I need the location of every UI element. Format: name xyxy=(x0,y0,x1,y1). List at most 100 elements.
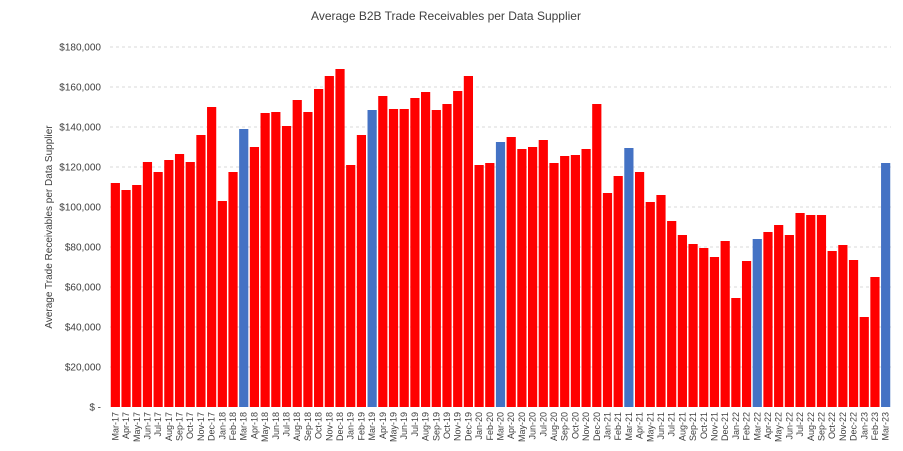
bar-may-21 xyxy=(645,202,655,407)
x-axis-ticks: Mar-17 Apr-17 May-17 Jun-17 Jul-17 Aug-17 Sep-… xyxy=(110,412,890,442)
bar-dec-18 xyxy=(335,69,345,407)
x-tick-label: Jan-23 xyxy=(859,412,869,440)
x-tick-label: Jul-19 xyxy=(410,412,420,437)
bar-apr-22 xyxy=(763,232,773,407)
bar-oct-20 xyxy=(570,155,580,407)
bar-oct-17 xyxy=(185,162,195,407)
x-tick-label: Mar-19 xyxy=(367,412,377,441)
y-tick-label: $40,000 xyxy=(65,323,102,334)
x-tick-label: Mar-21 xyxy=(624,412,634,441)
x-tick-label: Apr-21 xyxy=(635,412,645,439)
bar-apr-18 xyxy=(249,147,260,407)
y-tick-label: $160,000 xyxy=(59,83,101,94)
bar-feb-22 xyxy=(741,261,752,407)
bar-oct-21 xyxy=(699,248,709,407)
x-tick-label: Dec-22 xyxy=(849,412,859,441)
x-tick-label: Sep-19 xyxy=(431,412,441,441)
x-tick-label: Jan-20 xyxy=(474,412,484,440)
bar-aug-21 xyxy=(677,235,687,407)
x-tick-label: Jun-22 xyxy=(784,412,794,440)
x-tick-label: Sep-17 xyxy=(175,412,185,441)
x-tick-label: Dec-21 xyxy=(720,412,730,441)
bar-jul-19 xyxy=(410,98,420,407)
y-tick-label: $100,000 xyxy=(59,203,101,214)
x-tick-label: May-19 xyxy=(389,412,399,442)
x-tick-label: Jun-19 xyxy=(399,412,409,440)
x-tick-label: Nov-22 xyxy=(838,412,848,441)
x-tick-label: Aug-19 xyxy=(421,412,431,441)
bar-jan-18 xyxy=(217,201,227,407)
y-tick-label: $140,000 xyxy=(59,123,101,134)
bar-sep-22 xyxy=(816,215,827,407)
bar-mar-21 xyxy=(624,148,634,407)
x-tick-label: Jan-22 xyxy=(731,412,741,440)
x-tick-label: Oct-18 xyxy=(314,412,324,439)
bar-mar-23 xyxy=(881,163,891,407)
bar-jun-20 xyxy=(528,147,538,407)
bar-aug-18 xyxy=(292,100,302,407)
y-tick-label: $20,000 xyxy=(65,363,102,374)
x-tick-label: Aug-20 xyxy=(549,412,559,441)
x-tick-label: Nov-21 xyxy=(709,412,719,441)
x-tick-label: Sep-20 xyxy=(560,412,570,441)
x-tick-label: Jan-19 xyxy=(346,412,356,440)
bar-jan-21 xyxy=(602,193,613,407)
bar-apr-19 xyxy=(378,96,388,407)
bar-dec-19 xyxy=(463,76,473,407)
x-tick-label: Jul-18 xyxy=(282,412,292,437)
bar-sep-20 xyxy=(560,156,570,407)
bar-mar-17 xyxy=(110,183,120,407)
bar-aug-22 xyxy=(806,215,816,407)
x-tick-label: May-18 xyxy=(260,412,270,442)
x-tick-label: Sep-21 xyxy=(688,412,698,441)
bar-jul-22 xyxy=(795,213,805,407)
y-tick-label: $60,000 xyxy=(65,283,102,294)
x-tick-label: Apr-18 xyxy=(249,412,259,439)
y-tick-label: $ - xyxy=(89,403,101,414)
bar-dec-22 xyxy=(848,260,859,407)
bar-nov-20 xyxy=(581,149,591,407)
x-tick-label: Mar-22 xyxy=(752,412,762,441)
x-tick-label: Mar-23 xyxy=(881,412,891,441)
x-tick-label: Dec-17 xyxy=(207,412,217,441)
x-tick-label: Oct-19 xyxy=(442,412,452,439)
x-tick-label: Aug-22 xyxy=(806,412,816,441)
bar-dec-17 xyxy=(207,107,217,407)
bar-nov-19 xyxy=(453,91,463,407)
bars xyxy=(110,69,891,407)
x-tick-label: Jun-21 xyxy=(656,412,666,440)
bar-jun-17 xyxy=(142,162,153,407)
x-tick-label: Jul-20 xyxy=(538,412,548,437)
bar-sep-18 xyxy=(303,112,313,407)
bar-jun-22 xyxy=(784,235,794,407)
bar-jan-22 xyxy=(731,298,741,407)
x-tick-label: Aug-21 xyxy=(677,412,687,441)
bar-may-17 xyxy=(132,185,142,407)
bar-may-20 xyxy=(517,149,527,407)
x-tick-label: Apr-22 xyxy=(763,412,773,439)
x-tick-label: Apr-20 xyxy=(506,412,516,439)
x-tick-label: Nov-17 xyxy=(196,412,206,441)
bar-apr-21 xyxy=(634,172,645,407)
x-tick-label: Dec-19 xyxy=(463,412,473,441)
x-tick-label: May-21 xyxy=(645,412,655,442)
bar-aug-17 xyxy=(164,160,174,407)
y-tick-label: $180,000 xyxy=(59,43,101,54)
bar-jan-20 xyxy=(474,165,484,407)
bar-feb-18 xyxy=(228,172,238,407)
bar-jul-18 xyxy=(281,126,292,407)
x-tick-label: Oct-20 xyxy=(570,412,580,439)
bar-mar-22 xyxy=(752,239,762,407)
bar-dec-20 xyxy=(592,104,602,407)
bar-feb-21 xyxy=(613,176,623,407)
bar-jan-23 xyxy=(859,317,869,407)
bar-jun-21 xyxy=(656,195,666,407)
bar-jun-18 xyxy=(271,112,281,407)
x-tick-label: Oct-17 xyxy=(185,412,195,439)
x-tick-label: Jun-17 xyxy=(142,412,152,440)
x-tick-label: Jun-20 xyxy=(528,412,538,440)
x-tick-label: Oct-21 xyxy=(699,412,709,439)
bar-oct-19 xyxy=(442,104,452,407)
x-tick-label: Feb-19 xyxy=(356,412,366,441)
